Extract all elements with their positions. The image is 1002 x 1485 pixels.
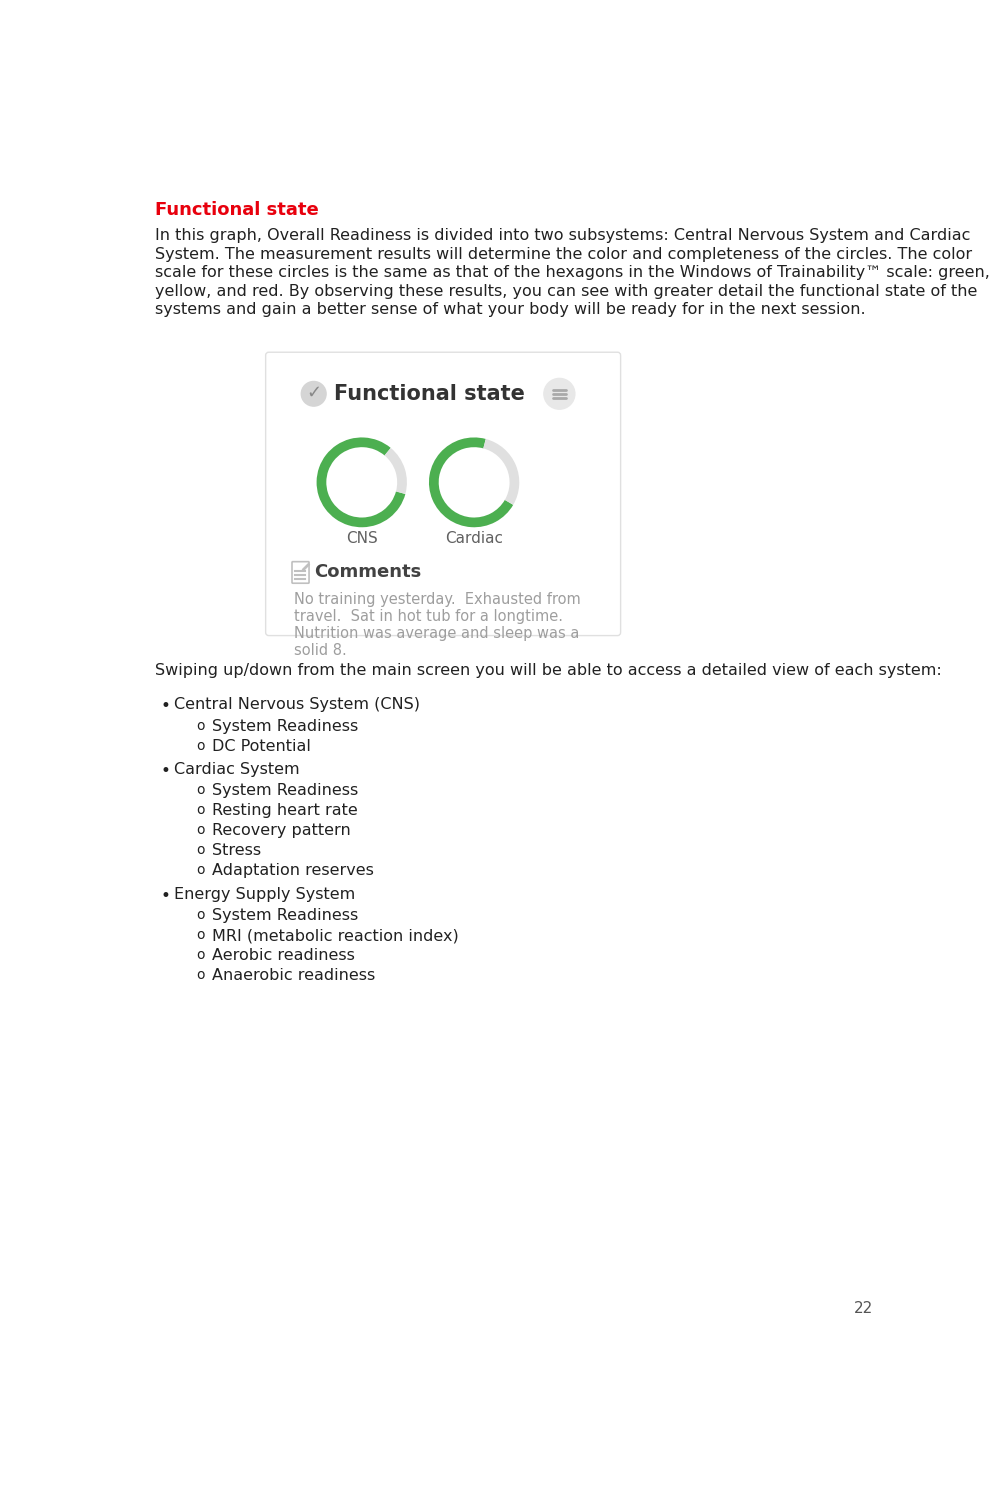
Text: •: • (160, 696, 170, 716)
Text: CNS: CNS (346, 530, 377, 546)
Text: Adaptation reserves: Adaptation reserves (212, 863, 374, 879)
Text: MRI (metabolic reaction index): MRI (metabolic reaction index) (212, 928, 459, 943)
Text: Cardiac: Cardiac (445, 530, 503, 546)
Text: o: o (196, 738, 205, 753)
FancyBboxPatch shape (266, 352, 620, 636)
Text: •: • (160, 887, 170, 904)
Text: Energy Supply System: Energy Supply System (174, 887, 355, 901)
FancyBboxPatch shape (292, 561, 309, 584)
Text: systems and gain a better sense of what your body will be ready for in the next : systems and gain a better sense of what … (154, 301, 865, 318)
Text: travel.  Sat in hot tub for a longtime.: travel. Sat in hot tub for a longtime. (294, 609, 562, 624)
Text: o: o (196, 909, 205, 922)
Text: o: o (196, 784, 205, 797)
Text: •: • (160, 762, 170, 780)
Text: Functional state: Functional state (154, 202, 319, 220)
Text: o: o (196, 863, 205, 878)
Text: Anaerobic readiness: Anaerobic readiness (212, 968, 375, 983)
Text: Central Nervous System (CNS): Central Nervous System (CNS) (174, 696, 420, 713)
Text: Swiping up/down from the main screen you will be able to access a detailed view : Swiping up/down from the main screen you… (154, 664, 941, 679)
Text: Nutrition was average and sleep was a: Nutrition was average and sleep was a (294, 627, 578, 642)
Text: In this graph, Overall Readiness is divided into two subsystems: Central Nervous: In this graph, Overall Readiness is divi… (154, 229, 969, 244)
Text: o: o (196, 949, 205, 962)
Text: Stress: Stress (212, 843, 262, 858)
Text: Comments: Comments (314, 563, 421, 581)
Text: Cardiac System: Cardiac System (174, 762, 300, 777)
Text: o: o (196, 843, 205, 857)
Text: solid 8.: solid 8. (294, 643, 346, 658)
Text: System. The measurement results will determine the color and completeness of the: System. The measurement results will det… (154, 247, 971, 261)
Text: System Readiness: System Readiness (212, 909, 358, 924)
Circle shape (301, 382, 326, 405)
Text: scale for these circles is the same as that of the hexagons in the Windows of Tr: scale for these circles is the same as t… (154, 266, 989, 281)
Text: Functional state: Functional state (334, 383, 524, 404)
Text: System Readiness: System Readiness (212, 784, 358, 799)
Text: System Readiness: System Readiness (212, 719, 358, 734)
Text: No training yesterday.  Exhausted from: No training yesterday. Exhausted from (294, 593, 580, 607)
Text: o: o (196, 968, 205, 982)
Text: yellow, and red. By observing these results, you can see with greater detail the: yellow, and red. By observing these resu… (154, 284, 976, 298)
Text: o: o (196, 824, 205, 838)
Text: Aerobic readiness: Aerobic readiness (212, 949, 355, 964)
Text: Resting heart rate: Resting heart rate (212, 803, 358, 818)
Text: o: o (196, 719, 205, 732)
Text: DC Potential: DC Potential (212, 738, 311, 754)
Text: o: o (196, 803, 205, 817)
Text: ✓: ✓ (306, 385, 321, 402)
Text: 22: 22 (853, 1301, 873, 1316)
Text: Recovery pattern: Recovery pattern (212, 824, 351, 839)
Text: o: o (196, 928, 205, 941)
Circle shape (543, 379, 574, 410)
